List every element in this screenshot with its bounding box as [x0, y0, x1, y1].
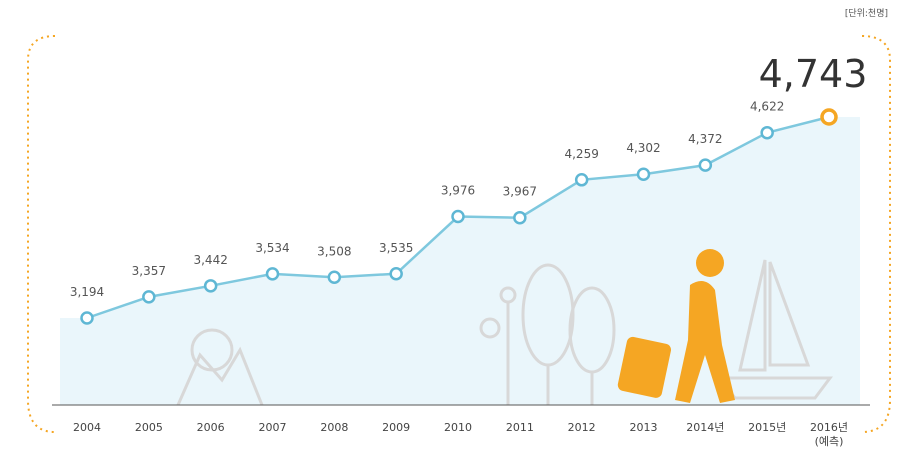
value-label: 3,535 [379, 241, 413, 255]
x-tick-label: 2013 [629, 421, 658, 434]
x-tick-label: 2012 [567, 421, 596, 434]
highlight-point [820, 108, 838, 126]
value-label: 3,194 [70, 285, 104, 299]
highlight-label: 4,743 [759, 52, 868, 96]
data-point [698, 158, 713, 172]
data-point [760, 125, 774, 140]
value-label: 3,357 [132, 264, 166, 278]
value-label: 3,967 [503, 185, 537, 199]
value-label: 4,302 [626, 141, 660, 155]
value-label: 4,372 [688, 132, 722, 146]
data-point [265, 267, 280, 281]
value-label: 3,442 [193, 253, 227, 267]
area-fill [60, 117, 860, 405]
value-label: 4,259 [564, 147, 598, 161]
bracket-left [27, 35, 56, 433]
bracket-right [861, 35, 891, 433]
data-point [389, 267, 403, 281]
x-tick-label: 2007 [258, 421, 287, 434]
unit-note: [단위:천명] [845, 8, 888, 19]
data-point [574, 173, 589, 187]
x-tick-label: 2015년 [748, 421, 787, 434]
data-point [80, 311, 94, 325]
x-tick-label: 2008 [320, 421, 349, 434]
value-label: 3,508 [317, 244, 351, 258]
illustrations [176, 259, 833, 406]
data-point [636, 167, 651, 181]
data-point [513, 210, 527, 225]
x-tick-label: 2005 [134, 421, 163, 434]
data-point [327, 270, 342, 285]
x-tick-label: 2004 [73, 421, 101, 434]
value-label: 4,622 [750, 100, 784, 114]
x-tick-label: 2014년 [686, 421, 725, 434]
x-tick-label: 2009 [382, 421, 411, 434]
x-tick-label: 2006 [196, 421, 225, 434]
value-label: 3,976 [441, 184, 475, 198]
data-point [203, 279, 218, 293]
data-point [451, 209, 465, 224]
x-tick-label: 2010 [444, 421, 472, 434]
data-point [142, 290, 156, 304]
value-label: 3,534 [255, 241, 289, 255]
x-tick-label: 2011 [505, 421, 534, 434]
traveler [617, 249, 735, 403]
x-tick-label: 2016년 (예측) [809, 421, 849, 448]
